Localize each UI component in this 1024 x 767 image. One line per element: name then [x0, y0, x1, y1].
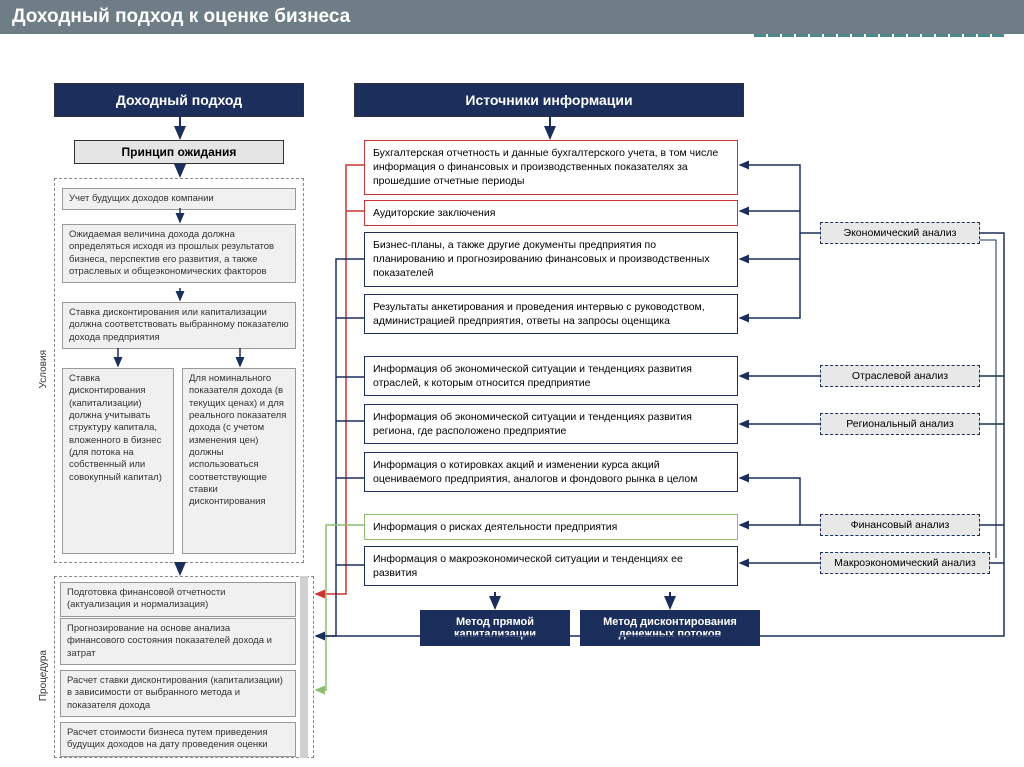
analysis-ind: Отраслевой анализ [820, 365, 980, 387]
method-cap: Метод прямой капитализации [420, 610, 570, 646]
cond-3: Ставка дисконтирования или капитализации… [62, 302, 296, 349]
src-8: Информация о рисках деятельности предпри… [364, 514, 738, 540]
analysis-fin: Финансовый анализ [820, 514, 980, 536]
analysis-macro: Макроэкономический анализ [820, 552, 990, 574]
proc-3: Расчет ставки дисконтирования (капитализ… [60, 670, 296, 717]
page-title: Доходный подход к оценке бизнеса [0, 0, 1024, 34]
header-left: Доходный подход [54, 83, 304, 117]
src-3: Бизнес-планы, а также другие документы п… [364, 232, 738, 287]
label-conditions: Условия [38, 350, 49, 389]
proc-1: Подготовка финансовой отчетности (актуал… [60, 582, 296, 617]
src-2: Аудиторские заключения [364, 200, 738, 226]
cond-1: Учет будущих доходов компании [62, 188, 296, 210]
proc-4: Расчет стоимости бизнеса путем приведени… [60, 722, 296, 757]
analysis-reg: Региональный анализ [820, 413, 980, 435]
src-4: Результаты анкетирования и проведения ин… [364, 294, 738, 334]
src-9: Информация о макроэкономической ситуации… [364, 546, 738, 586]
src-7: Информация о котировках акций и изменени… [364, 452, 738, 492]
src-1: Бухгалтерская отчетность и данные бухгал… [364, 140, 738, 195]
method-dcf: Метод дисконтирования денежных потоков [580, 610, 760, 646]
label-procedure: Процедура [38, 650, 49, 701]
proc-scrollbar [300, 576, 308, 758]
cond-2: Ожидаемая величина дохода должна определ… [62, 224, 296, 283]
cond-4: Ставка дисконтирования (капитализации) д… [62, 368, 174, 554]
decorative-stripe [754, 34, 1004, 37]
cond-5: Для номинального показателя дохода (в те… [182, 368, 296, 554]
src-6: Информация об экономической ситуации и т… [364, 404, 738, 444]
proc-2: Прогнозирование на основе анализа финанс… [60, 618, 296, 665]
header-right: Источники информации [354, 83, 744, 117]
principle-box: Принцип ожидания [74, 140, 284, 164]
analysis-econ: Экономический анализ [820, 222, 980, 244]
src-5: Информация об экономической ситуации и т… [364, 356, 738, 396]
